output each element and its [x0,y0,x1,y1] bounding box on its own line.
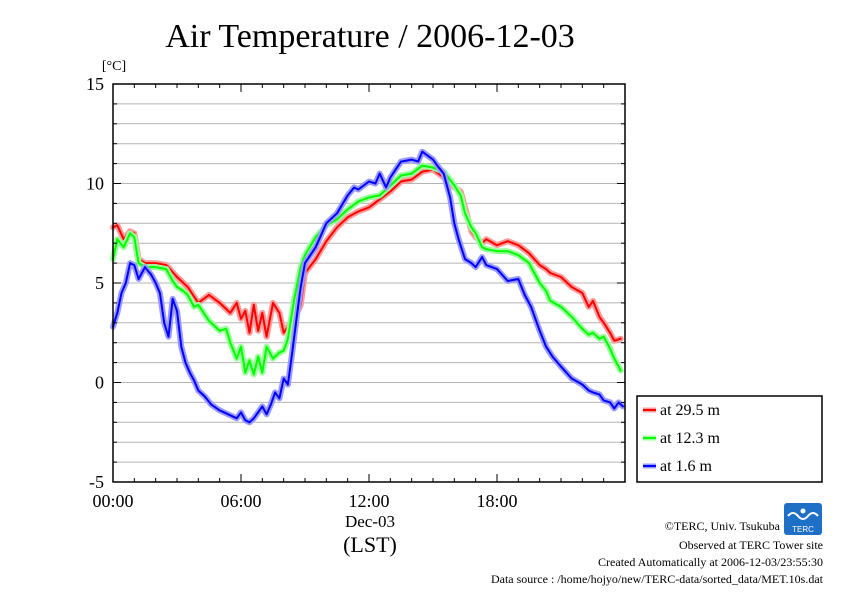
legend-item-1-6m: at 1.6 m [643,458,713,475]
series-layer [110,148,626,426]
y-tick-label: 5 [95,273,104,293]
terc-logo-text: TERC [792,525,814,534]
axis-ticks: 15 10 5 0 -500:00 06:00 12:00 18:00 [86,74,626,511]
y-tick-label: 0 [95,373,104,393]
y-tick-label: 10 [86,174,104,194]
credit-copyright: ©TERC, Univ. Tsukuba [665,519,781,533]
x-tick-label: 18:00 [476,491,517,511]
credit-source: Data source : /home/hojyo/new/TERC-data/… [491,572,824,586]
legend-label-29-5m: at 29.5 m [660,402,721,419]
legend-label-1-6m: at 1.6 m [660,458,713,475]
legend-box [636,395,823,483]
x-tick-label: 06:00 [220,491,261,511]
legend-item-12-3m: at 12.3 m [643,430,721,447]
series-line-2 [112,150,624,424]
chart-title: Air Temperature / 2006-12-03 [165,18,575,55]
terc-logo-drop [800,508,806,514]
credit-created: Created Automatically at 2006-12-03/23:5… [598,555,823,569]
x-tick-label: 12:00 [348,491,389,511]
x-axis-date-label: Dec-03 [345,512,395,531]
legend-label-12-3m: at 12.3 m [660,430,721,447]
y-tick-label: -5 [89,472,104,492]
legend: at 29.5 m at 12.3 m at 1.6 m [636,395,823,483]
y-tick-label: 15 [86,74,104,94]
terc-logo: TERC [784,503,822,535]
terc-logo-wave [787,512,819,520]
x-axis-timezone-label: (LST) [343,532,397,557]
x-tick-label: 00:00 [92,491,133,511]
credit-observed: Observed at TERC Tower site [679,538,823,552]
y-axis-unit-label: [°C] [102,59,126,74]
legend-item-29-5m: at 29.5 m [643,402,721,419]
